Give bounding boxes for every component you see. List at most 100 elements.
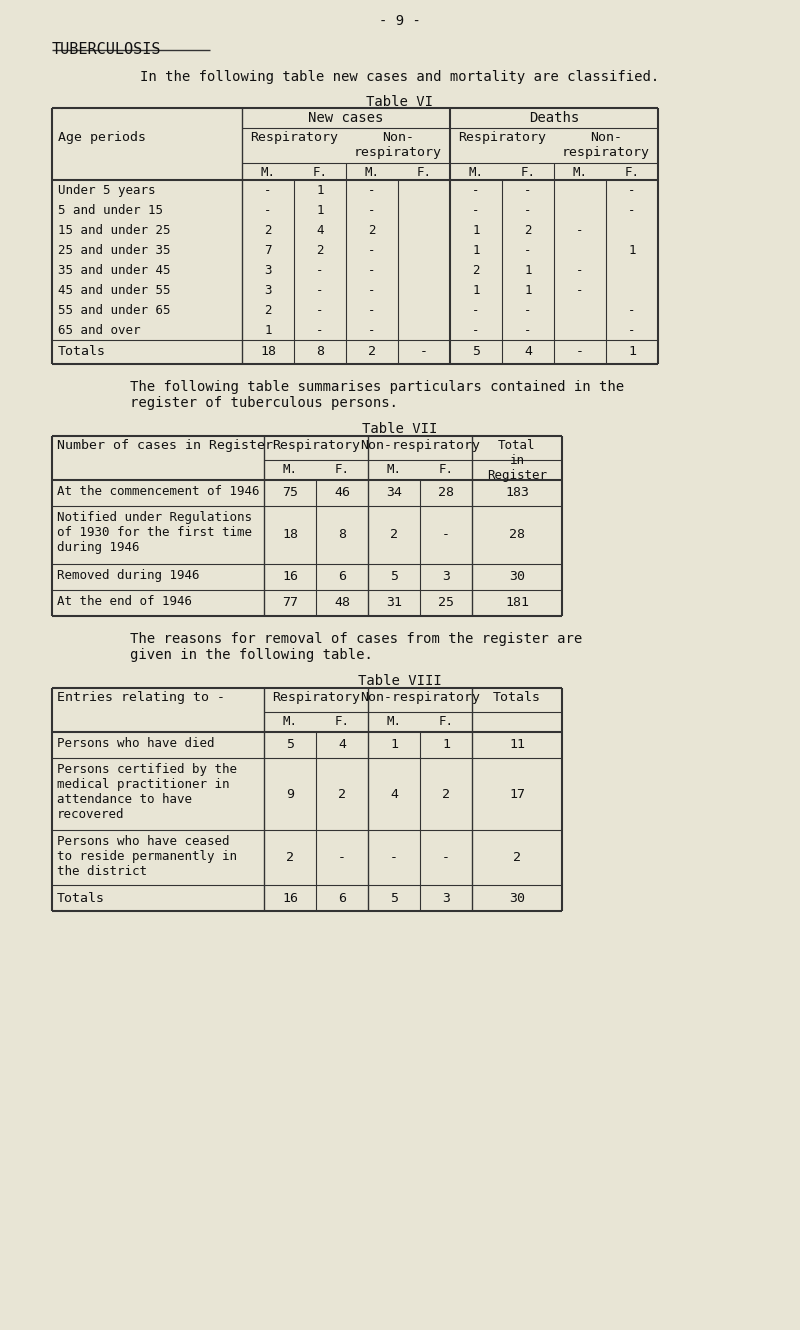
Text: Non-
respiratory: Non- respiratory [354, 130, 442, 160]
Text: 1: 1 [524, 285, 532, 297]
Text: M.: M. [573, 166, 587, 180]
Text: 2: 2 [264, 305, 272, 317]
Text: Non-respiratory: Non-respiratory [360, 692, 480, 704]
Text: -: - [316, 305, 324, 317]
Text: -: - [524, 203, 532, 217]
Text: -: - [442, 851, 450, 864]
Text: -: - [576, 263, 584, 277]
Text: New cases: New cases [308, 110, 384, 125]
Text: -: - [524, 325, 532, 336]
Text: F.: F. [521, 166, 535, 180]
Text: Persons who have died: Persons who have died [57, 737, 214, 750]
Text: 2: 2 [368, 344, 376, 358]
Text: -: - [628, 184, 636, 197]
Text: 11: 11 [509, 738, 525, 751]
Text: Deaths: Deaths [529, 110, 579, 125]
Text: -: - [368, 203, 376, 217]
Text: Totals: Totals [58, 344, 106, 358]
Text: Totals: Totals [493, 692, 541, 704]
Text: 16: 16 [282, 891, 298, 904]
Text: -: - [338, 851, 346, 864]
Text: F.: F. [438, 463, 454, 476]
Text: 183: 183 [505, 487, 529, 500]
Text: -: - [264, 184, 272, 197]
Text: The reasons for removal of cases from the register are: The reasons for removal of cases from th… [130, 632, 582, 646]
Text: -: - [264, 203, 272, 217]
Text: -: - [316, 285, 324, 297]
Text: 65 and over: 65 and over [58, 325, 141, 336]
Text: -: - [628, 305, 636, 317]
Text: 1: 1 [316, 203, 324, 217]
Text: 30: 30 [509, 571, 525, 584]
Text: 1: 1 [628, 243, 636, 257]
Text: Respiratory: Respiratory [250, 130, 338, 144]
Text: 6: 6 [338, 571, 346, 584]
Text: - 9 -: - 9 - [379, 15, 421, 28]
Text: 34: 34 [386, 487, 402, 500]
Text: F.: F. [625, 166, 639, 180]
Text: -: - [442, 528, 450, 541]
Text: Non-respiratory: Non-respiratory [360, 439, 480, 452]
Text: Notified under Regulations
of 1930 for the first time
during 1946: Notified under Regulations of 1930 for t… [57, 511, 252, 555]
Text: M.: M. [469, 166, 483, 180]
Text: 77: 77 [282, 596, 298, 609]
Text: F.: F. [417, 166, 431, 180]
Text: 3: 3 [442, 891, 450, 904]
Text: 25 and under 35: 25 and under 35 [58, 243, 170, 257]
Text: -: - [368, 305, 376, 317]
Text: Total
in
Register: Total in Register [487, 439, 547, 481]
Text: F.: F. [334, 716, 350, 728]
Text: Totals: Totals [57, 891, 105, 904]
Text: 28: 28 [509, 528, 525, 541]
Text: F.: F. [334, 463, 350, 476]
Text: 5: 5 [390, 891, 398, 904]
Text: 55 and under 65: 55 and under 65 [58, 305, 170, 317]
Text: 16: 16 [282, 571, 298, 584]
Text: At the end of 1946: At the end of 1946 [57, 595, 192, 608]
Text: M.: M. [282, 716, 298, 728]
Text: 1: 1 [264, 325, 272, 336]
Text: 7: 7 [264, 243, 272, 257]
Text: Non-
respiratory: Non- respiratory [562, 130, 650, 160]
Text: 5: 5 [286, 738, 294, 751]
Text: Persons who have ceased
to reside permanently in
the district: Persons who have ceased to reside perman… [57, 835, 237, 878]
Text: 5: 5 [390, 571, 398, 584]
Text: 18: 18 [282, 528, 298, 541]
Text: 4: 4 [316, 223, 324, 237]
Text: 1: 1 [524, 263, 532, 277]
Text: -: - [390, 851, 398, 864]
Text: 1: 1 [442, 738, 450, 751]
Text: register of tuberculous persons.: register of tuberculous persons. [130, 396, 398, 410]
Text: 30: 30 [509, 891, 525, 904]
Text: 15 and under 25: 15 and under 25 [58, 223, 170, 237]
Text: given in the following table.: given in the following table. [130, 648, 373, 662]
Text: 2: 2 [338, 787, 346, 801]
Text: -: - [628, 325, 636, 336]
Text: 46: 46 [334, 487, 350, 500]
Text: 5: 5 [472, 344, 480, 358]
Text: -: - [368, 285, 376, 297]
Text: 75: 75 [282, 487, 298, 500]
Text: -: - [472, 305, 480, 317]
Text: 48: 48 [334, 596, 350, 609]
Text: 4: 4 [390, 787, 398, 801]
Text: -: - [576, 223, 584, 237]
Text: Respiratory: Respiratory [458, 130, 546, 144]
Text: -: - [368, 184, 376, 197]
Text: M.: M. [386, 716, 402, 728]
Text: 2: 2 [368, 223, 376, 237]
Text: 2: 2 [442, 787, 450, 801]
Text: F.: F. [438, 716, 454, 728]
Text: Age periods: Age periods [58, 130, 146, 144]
Text: M.: M. [365, 166, 379, 180]
Text: 1: 1 [472, 285, 480, 297]
Text: 35 and under 45: 35 and under 45 [58, 263, 170, 277]
Text: 1: 1 [628, 344, 636, 358]
Text: Table VI: Table VI [366, 94, 434, 109]
Text: 1: 1 [472, 243, 480, 257]
Text: 8: 8 [316, 344, 324, 358]
Text: F.: F. [313, 166, 327, 180]
Text: 17: 17 [509, 787, 525, 801]
Text: Persons certified by the
medical practitioner in
attendance to have
recovered: Persons certified by the medical practit… [57, 763, 237, 821]
Text: The following table summarises particulars contained in the: The following table summarises particula… [130, 380, 624, 394]
